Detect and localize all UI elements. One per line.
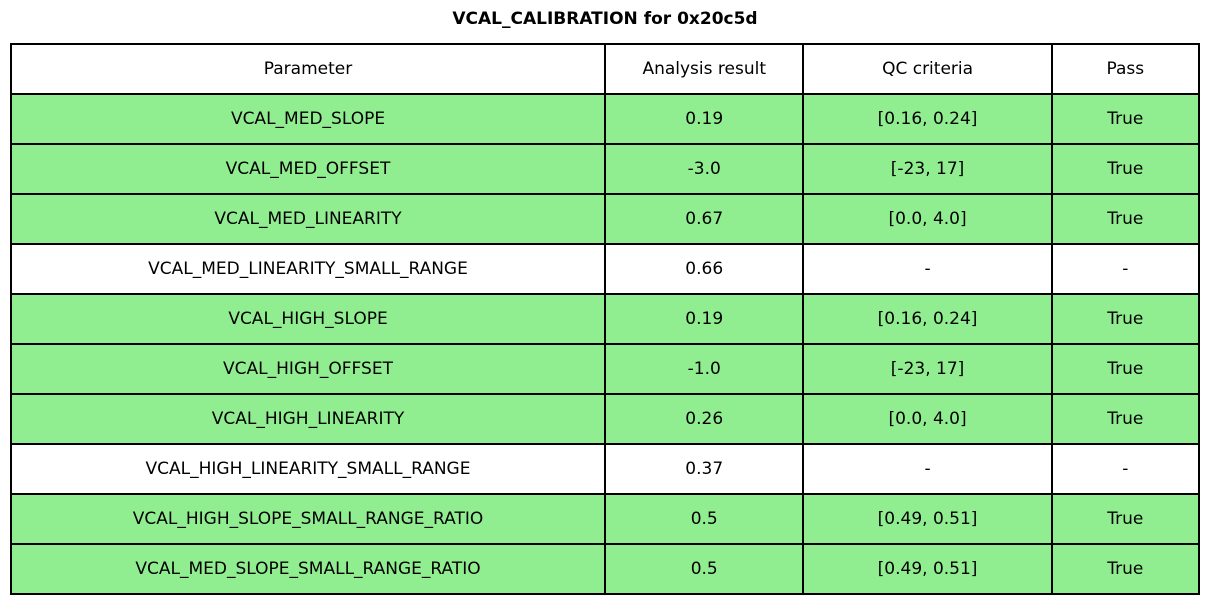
cell-qc-criteria: [0.49, 0.51]: [802, 493, 1053, 545]
cell-parameter: VCAL_MED_LINEARITY: [9, 193, 607, 245]
cell-pass: -: [1050, 443, 1201, 495]
cell-pass: -: [1050, 243, 1201, 295]
header-row: Parameter Analysis result QC criteria Pa…: [9, 43, 1201, 95]
cell-parameter: VCAL_MED_OFFSET: [9, 143, 607, 195]
cell-qc-criteria: [-23, 17]: [802, 343, 1053, 395]
cell-analysis-result: 0.37: [604, 443, 805, 495]
cell-pass: True: [1050, 493, 1201, 545]
cell-parameter: VCAL_HIGH_OFFSET: [9, 343, 607, 395]
cell-qc-criteria: [0.16, 0.24]: [802, 93, 1053, 145]
column-header-pass: Pass: [1050, 43, 1201, 95]
cell-pass: True: [1050, 343, 1201, 395]
cell-qc-criteria: [0.0, 4.0]: [802, 393, 1053, 445]
cell-qc-criteria: -: [802, 243, 1053, 295]
cell-analysis-result: 0.26: [604, 393, 805, 445]
cell-parameter: VCAL_HIGH_SLOPE: [9, 293, 607, 345]
table-row: VCAL_HIGH_OFFSET -1.0 [-23, 17] True: [9, 343, 1201, 395]
table-row: VCAL_HIGH_LINEARITY 0.26 [0.0, 4.0] True: [9, 393, 1201, 445]
cell-pass: True: [1050, 293, 1201, 345]
cell-parameter: VCAL_HIGH_LINEARITY: [9, 393, 607, 445]
cell-pass: True: [1050, 393, 1201, 445]
cell-parameter: VCAL_MED_SLOPE: [9, 93, 607, 145]
cell-analysis-result: 0.5: [604, 543, 805, 595]
table-row: VCAL_MED_SLOPE_SMALL_RANGE_RATIO 0.5 [0.49…: [9, 543, 1201, 595]
cell-qc-criteria: [-23, 17]: [802, 143, 1053, 195]
column-header-qc-criteria: QC criteria: [802, 43, 1053, 95]
cell-analysis-result: -3.0: [604, 143, 805, 195]
cell-pass: True: [1050, 93, 1201, 145]
cell-pass: True: [1050, 143, 1201, 195]
page-title: VCAL_CALIBRATION for 0x20c5d: [452, 9, 758, 29]
table-row: VCAL_MED_LINEARITY 0.67 [0.0, 4.0] True: [9, 193, 1201, 245]
cell-qc-criteria: [0.49, 0.51]: [802, 543, 1053, 595]
cell-pass: True: [1050, 543, 1201, 595]
cell-parameter: VCAL_MED_SLOPE_SMALL_RANGE_RATIO: [9, 543, 607, 595]
column-header-analysis-result: Analysis result: [604, 43, 805, 95]
table-row: VCAL_MED_LINEARITY_SMALL_RANGE 0.66- -: [9, 243, 1201, 295]
cell-parameter: VCAL_HIGH_LINEARITY_SMALL_RANGE: [9, 443, 607, 495]
cell-analysis-result: 0.5: [604, 493, 805, 545]
table-row: VCAL_MED_OFFSET -3.0 [-23, 17] True: [9, 143, 1201, 195]
cell-analysis-result: 0.19: [604, 293, 805, 345]
table-row: VCAL_HIGH_SLOPE 0.19 [0.16, 0.24] True: [9, 293, 1201, 345]
cell-analysis-result: -1.0: [604, 343, 805, 395]
cell-qc-criteria: [0.16, 0.24]: [802, 293, 1053, 345]
cell-analysis-result: 0.19: [604, 93, 805, 145]
cell-analysis-result: 0.66: [604, 243, 805, 295]
cell-qc-criteria: -: [802, 443, 1053, 495]
table-row: VCAL_HIGH_LINEARITY_SMALL_RANGE 0.37- -: [9, 443, 1201, 495]
column-header-parameter: Parameter: [9, 43, 607, 95]
cell-qc-criteria: [0.0, 4.0]: [802, 193, 1053, 245]
cell-analysis-result: 0.67: [604, 193, 805, 245]
table-row: VCAL_MED_SLOPE 0.19 [0.16, 0.24] True: [9, 93, 1201, 145]
table-row: VCAL_HIGH_SLOPE_SMALL_RANGE_RATIO 0.5 [0.4…: [9, 493, 1201, 545]
cell-parameter: VCAL_HIGH_SLOPE_SMALL_RANGE_RATIO: [9, 493, 607, 545]
cell-parameter: VCAL_MED_LINEARITY_SMALL_RANGE: [9, 243, 607, 295]
qc-results-table: Parameter Analysis result QC criteria Pa…: [9, 43, 1201, 595]
cell-pass: True: [1050, 193, 1201, 245]
